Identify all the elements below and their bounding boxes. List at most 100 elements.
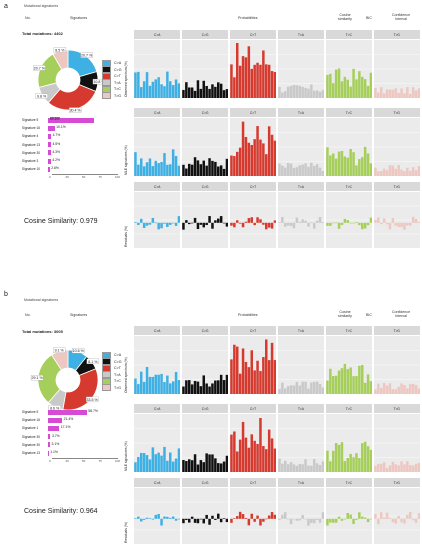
spectrum-bar xyxy=(148,85,152,98)
spectrum-bar xyxy=(247,518,250,526)
spectrum-bar xyxy=(405,167,409,176)
spectrum-bar xyxy=(369,217,372,223)
spectrum-bar xyxy=(321,461,324,472)
pie-slice xyxy=(37,354,63,404)
signature-bar xyxy=(48,133,52,139)
signature-value: 69.6% xyxy=(50,117,60,121)
spectrum-bar xyxy=(306,465,310,472)
legend-label: C>A xyxy=(114,353,122,358)
spectrum-bar xyxy=(214,220,217,223)
y-axis-label: Residuals (%) xyxy=(124,521,128,543)
spectrum-bar xyxy=(166,460,169,472)
signature-name: Signature 5 xyxy=(22,118,39,122)
facet-strip-label: C>G xyxy=(181,182,229,191)
signature-value: 2.6% xyxy=(51,166,59,171)
spectrum-bar xyxy=(295,465,298,472)
legend-item: T>G xyxy=(102,384,122,392)
spectrum-bar xyxy=(289,163,293,176)
spectrum-bar xyxy=(185,82,188,98)
spectrum-bar xyxy=(417,165,420,176)
spectrum-bar xyxy=(235,346,239,394)
spectrum-bar xyxy=(219,374,223,394)
spectrum-bar xyxy=(312,222,316,229)
spectrum-bar xyxy=(301,86,304,98)
facet-strip-label: C>T xyxy=(229,478,277,487)
spectrum-bar xyxy=(328,518,332,523)
pie-slice-label: 8.5 % xyxy=(55,48,65,52)
spectrum-bar xyxy=(301,464,304,472)
signature-value: 1.1% xyxy=(50,450,58,454)
facet-strip-label: T>C xyxy=(325,30,373,39)
pie-chart: 20.7 % 10.8 % 30.4 % 9.8 % 20.7 % 8.5 % xyxy=(33,47,105,113)
facet-panel xyxy=(277,40,325,98)
spectrum-bar xyxy=(394,222,397,226)
legend-label: C>T xyxy=(114,366,121,371)
spectrum-bar xyxy=(222,461,226,472)
spectrum-bar xyxy=(169,164,172,176)
spectrum-bar xyxy=(411,216,414,223)
signature-row: Signature 5 58.7% xyxy=(22,408,116,416)
spectrum-bar xyxy=(253,139,256,176)
spectrum-bar xyxy=(193,518,197,523)
spectrum-bar xyxy=(196,464,200,472)
spectrum-bar xyxy=(177,216,181,223)
spectrum-bar xyxy=(235,42,239,98)
spectrum-bar xyxy=(373,513,377,519)
spectrum-bar xyxy=(309,382,313,394)
spectrum-bar xyxy=(199,518,203,520)
spectrum-bar xyxy=(366,446,369,472)
signature-name: Signature 10 xyxy=(22,167,41,172)
pie-legend: C>A C>G C>T T>A T>C T>G xyxy=(102,59,122,100)
facet-strip-label: C>A xyxy=(134,326,181,335)
spectrum-bar xyxy=(256,360,259,394)
x-tick-label: 100 xyxy=(115,175,121,180)
spectrum-bar xyxy=(174,222,178,226)
spectrum-bar xyxy=(414,518,417,523)
spectrum-bar xyxy=(148,376,152,394)
spectrum-bar xyxy=(321,90,324,98)
spectrum-bar xyxy=(331,83,335,98)
signature-row: Signature 30 3.1% xyxy=(22,441,116,449)
spectrum-bar xyxy=(360,157,364,176)
legend-label: T>G xyxy=(114,385,122,390)
spectrum-bar xyxy=(379,87,383,98)
spectrum-bar xyxy=(214,161,217,176)
spectrum-bar xyxy=(354,453,358,472)
signature-value: 58.7% xyxy=(88,409,98,413)
spectrum-bar xyxy=(376,383,380,394)
spectrum-bar xyxy=(408,222,412,226)
spectrum-bar xyxy=(247,447,250,472)
spectrum-bar xyxy=(363,441,367,472)
signature-bar xyxy=(48,150,51,156)
spectrum-bar xyxy=(334,375,338,394)
spectrum-bar xyxy=(321,387,324,394)
spectrum-bar xyxy=(289,85,293,98)
spectrum-bar xyxy=(261,357,265,394)
signature-row: Signature 13 4.5% xyxy=(22,141,116,149)
spectrum-bar xyxy=(391,461,394,472)
spectrum-bar xyxy=(414,463,417,472)
spectrum-bar xyxy=(315,90,319,98)
spectrum-bar xyxy=(264,518,268,520)
signature-value: 3.1% xyxy=(51,441,60,446)
spectrum-bar xyxy=(346,220,349,223)
facet-panel xyxy=(373,40,420,98)
spectrum-bar xyxy=(346,79,349,98)
spectrum-bar xyxy=(273,448,277,472)
signature-row: Signature 16 10.1% xyxy=(22,124,116,132)
spectrum-bar xyxy=(199,386,203,394)
signature-bar xyxy=(48,117,94,123)
signature-bar xyxy=(48,158,51,164)
header-probabilities: Probabilities xyxy=(238,313,258,317)
spectrum-bar xyxy=(259,518,262,526)
spectrum-bar xyxy=(289,222,293,227)
facet-strip-label: T>C xyxy=(325,108,373,117)
spectrum-bar xyxy=(259,139,262,176)
legend-swatch xyxy=(102,384,111,392)
spectrum-bar xyxy=(208,454,211,472)
spectrum-bar xyxy=(301,381,304,394)
spectrum-bar xyxy=(250,434,253,472)
spectrum-bar xyxy=(169,517,172,519)
spectrum-bar xyxy=(230,155,233,176)
facet-strip-label: C>G xyxy=(181,326,229,335)
